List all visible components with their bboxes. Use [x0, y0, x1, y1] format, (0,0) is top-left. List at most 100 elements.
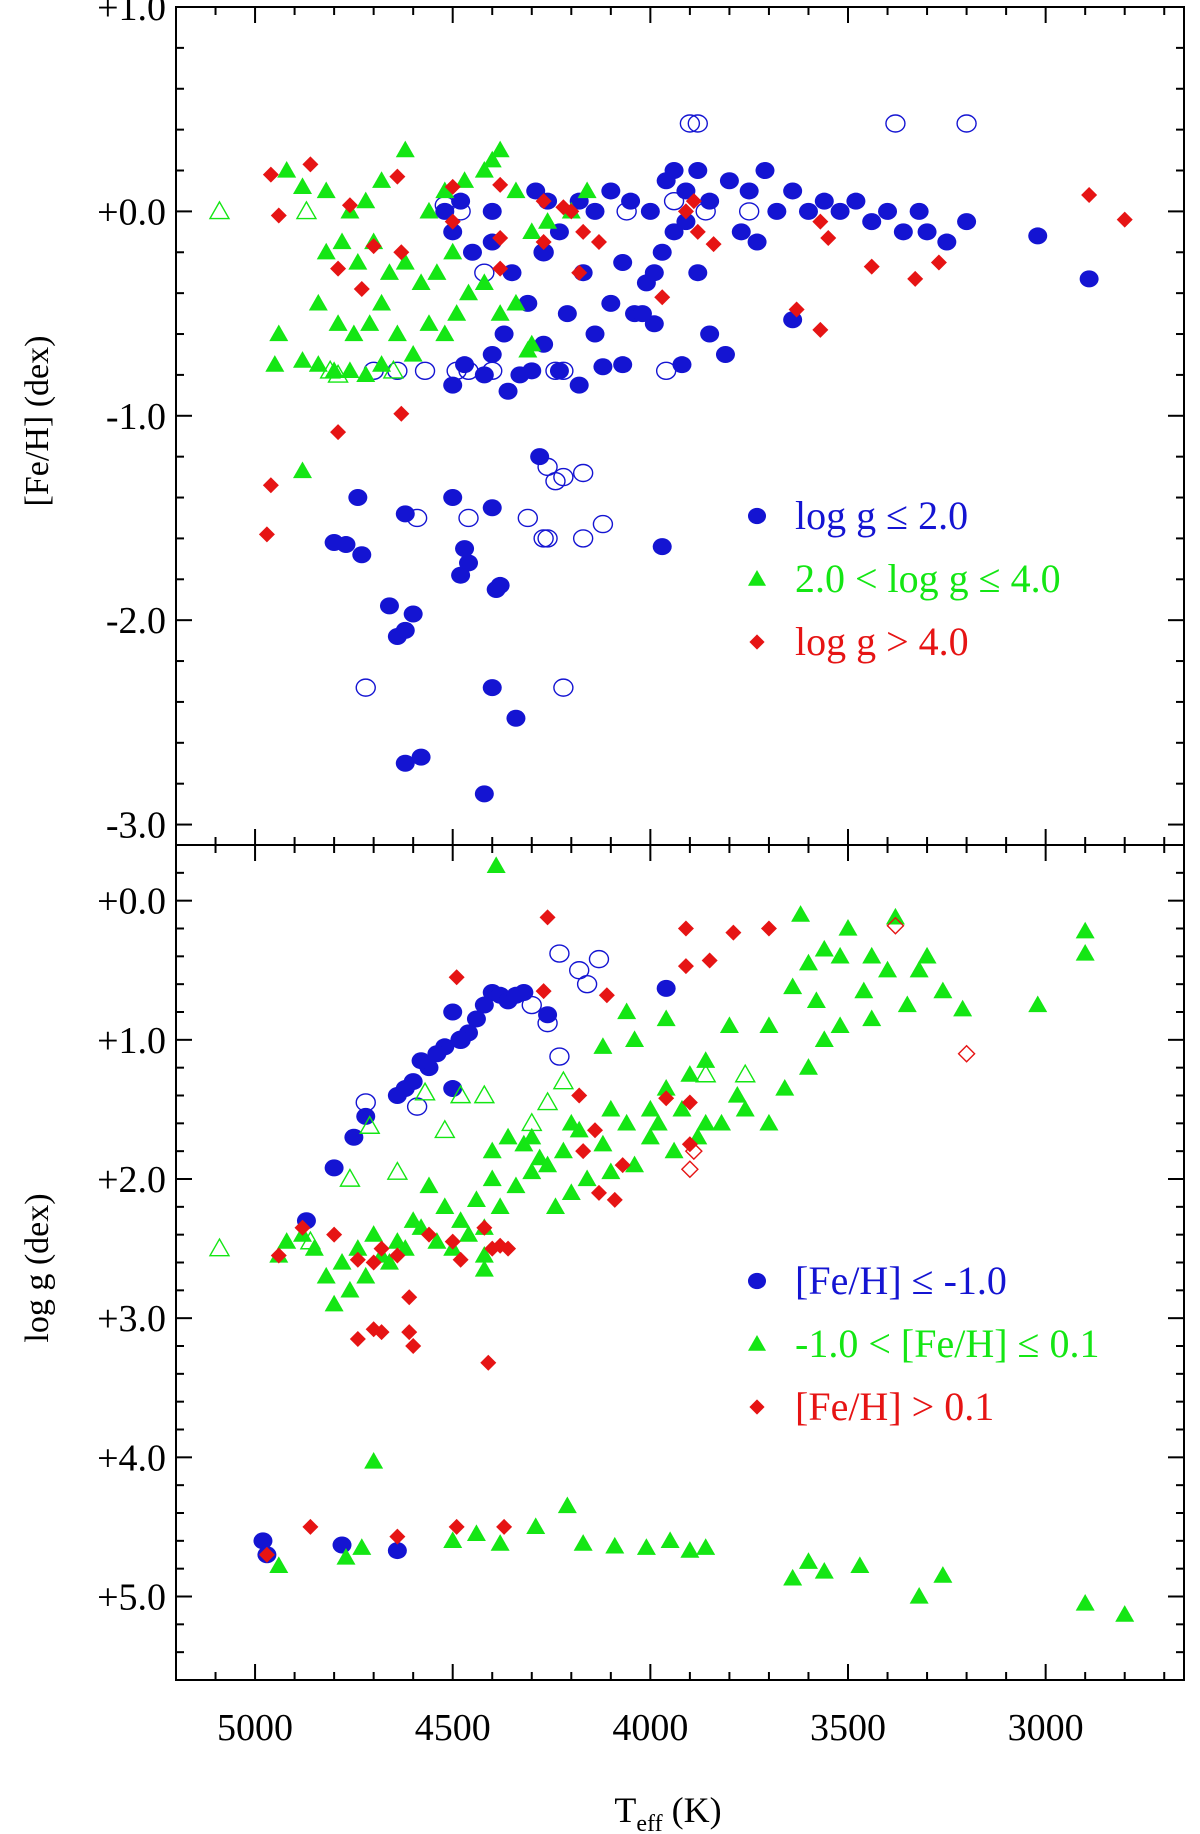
series-1-points: [208, 856, 1135, 1622]
legend-label-1: -1.0 < [Fe/H] ≤ 0.1: [795, 1321, 1099, 1366]
y-tick-label: +0.0: [97, 191, 166, 233]
data-point: [621, 192, 641, 210]
data-point: [1079, 270, 1099, 288]
data-point-open: [517, 508, 539, 528]
data-point: [389, 168, 406, 185]
data-point: [739, 182, 759, 200]
top-legend: log g ≤ 2.0 2.0 < log g ≤ 4.0 log g > 4.0: [747, 493, 1061, 664]
data-point: [474, 996, 494, 1014]
data-point: [557, 305, 577, 323]
data-point: [672, 356, 692, 374]
data-point: [332, 232, 352, 250]
data-point: [451, 1211, 471, 1228]
data-point: [490, 304, 510, 321]
data-point: [640, 1099, 660, 1117]
data-point: [727, 1086, 747, 1103]
data-point: [482, 345, 502, 363]
data-point: [652, 243, 672, 261]
data-point: [522, 362, 542, 380]
data-point: [526, 182, 546, 200]
data-point: [593, 1134, 613, 1152]
data-point: [365, 238, 382, 255]
data-point: [664, 162, 684, 180]
data-point: [447, 304, 467, 321]
data-point: [862, 946, 882, 964]
data-point: [783, 182, 803, 200]
data-point: [262, 477, 279, 494]
data-point: [850, 1556, 870, 1574]
data-point: [373, 1240, 390, 1257]
data-point: [451, 1031, 471, 1049]
data-point: [617, 1002, 637, 1020]
data-point: [759, 1113, 779, 1131]
data-point: [302, 1518, 319, 1535]
data-point: [506, 181, 526, 199]
data-point: [474, 366, 494, 384]
data-point: [332, 1536, 352, 1554]
data-point: [812, 321, 829, 338]
data-point: [403, 1211, 423, 1228]
data-point: [330, 424, 347, 441]
data-point: [1115, 1605, 1135, 1622]
data-point: [419, 1176, 439, 1194]
data-point: [685, 193, 702, 210]
data-point: [344, 324, 364, 342]
data-point: [1028, 227, 1048, 245]
data-point: [419, 314, 439, 331]
data-point: [783, 1568, 803, 1586]
data-point: [680, 1065, 700, 1082]
x-tick-labels: 5000 4500 4000 3500 3000: [217, 1707, 1084, 1749]
data-point: [601, 182, 621, 200]
data-point: [277, 1232, 297, 1249]
top-y-axis-label: [Fe/H] (dex): [19, 336, 56, 507]
x-tick-label: 5000: [217, 1707, 293, 1749]
data-point: [270, 207, 287, 224]
data-point: [401, 1324, 418, 1341]
data-point: [598, 987, 615, 1004]
data-point: [372, 171, 392, 188]
data-point: [435, 324, 455, 342]
data-point: [676, 182, 696, 200]
series-2-points: [258, 909, 976, 1563]
data-point: [696, 1051, 716, 1068]
data-point: [664, 223, 684, 241]
data-point: [820, 229, 837, 246]
data-point: [1116, 211, 1133, 228]
data-point: [427, 1232, 447, 1249]
data-point: [933, 981, 953, 999]
data-point: [783, 977, 803, 995]
data-point: [652, 538, 672, 556]
data-point: [395, 754, 415, 772]
data-point: [349, 1331, 366, 1348]
data-point: [557, 1496, 577, 1514]
y-tick-label: +0.0: [97, 881, 166, 923]
data-point: [791, 905, 811, 922]
data-point: [344, 1128, 364, 1146]
data-point: [681, 1136, 698, 1153]
data-point: [907, 270, 924, 287]
data-point: [830, 946, 850, 964]
data-point: [814, 939, 834, 957]
data-point: [601, 294, 621, 312]
data-point-open: [553, 678, 574, 697]
data-point: [455, 356, 475, 374]
data-point: [292, 461, 312, 479]
top-panel-ticks: +1.0 +0.0 -1.0 -2.0 -3.0: [97, 0, 1184, 847]
legend-label-2: [Fe/H] > 0.1: [795, 1384, 994, 1429]
y-tick-label: +3.0: [97, 1298, 166, 1340]
data-point: [324, 1159, 344, 1177]
data-point-open: [355, 678, 376, 697]
data-point: [688, 264, 708, 282]
data-point: [658, 1090, 675, 1107]
data-point-open: [588, 949, 610, 969]
data-point: [863, 258, 880, 275]
data-point: [696, 1538, 716, 1555]
data-point: [294, 1219, 311, 1236]
data-point: [492, 260, 509, 277]
data-point: [759, 1016, 779, 1034]
data-point: [530, 448, 550, 466]
bottom-panel-ticks: +0.0 +1.0 +2.0 +3.0 +4.0 +5.0: [97, 844, 1184, 1681]
data-point-open: [536, 1091, 559, 1111]
data-point: [395, 140, 415, 158]
data-point: [474, 1259, 494, 1277]
